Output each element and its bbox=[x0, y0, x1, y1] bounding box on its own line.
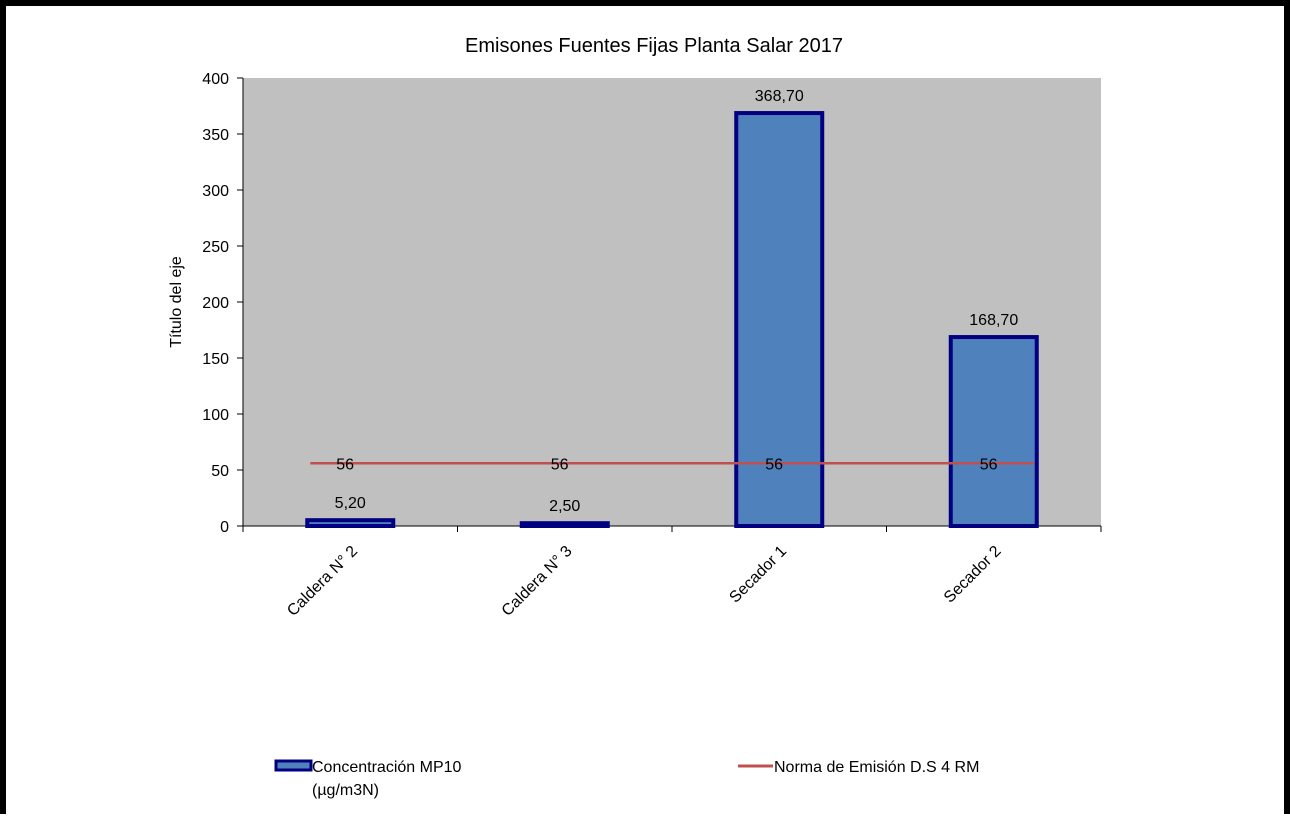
bar-data-label: 2,50 bbox=[549, 498, 580, 515]
y-tick-label: 100 bbox=[202, 407, 229, 424]
y-axis-label: Título del eje bbox=[168, 256, 185, 348]
legend-line-label: Norma de Emisión D.S 4 RM bbox=[774, 759, 979, 776]
legend-bar-swatch bbox=[274, 759, 313, 772]
x-tick-label: Caldera N° 2 bbox=[284, 543, 361, 620]
line-data-label: 56 bbox=[336, 456, 354, 473]
y-tick-label: 300 bbox=[202, 183, 229, 200]
chart-title: Emisones Fuentes Fijas Planta Salar 2017 bbox=[465, 35, 843, 57]
y-tick-label: 350 bbox=[202, 127, 229, 144]
legend: Concentración MP10 (µg/m3N) Norma de Emi… bbox=[274, 759, 979, 799]
bar bbox=[305, 518, 396, 529]
y-tick-label: 200 bbox=[202, 295, 229, 312]
y-tick-label: 250 bbox=[202, 239, 229, 256]
y-tick-label: 150 bbox=[202, 351, 229, 368]
line-data-label: 56 bbox=[551, 456, 569, 473]
y-tick-label: 400 bbox=[202, 71, 229, 88]
line-data-label: 56 bbox=[980, 456, 998, 473]
line-data-labels: 56 56 56 56 bbox=[336, 456, 997, 473]
y-tick-label: 50 bbox=[211, 463, 229, 480]
x-axis: Caldera N° 2 Caldera N° 3 Secador 1 Secador… bbox=[242, 525, 1102, 620]
bar-data-label: 168,70 bbox=[969, 312, 1018, 329]
y-axis: 0 50 100 150 200 250 300 350 400 bbox=[202, 71, 244, 536]
x-tick-label: Caldera N° 3 bbox=[499, 543, 576, 620]
chart-svg: Emisones Fuentes Fijas Planta Salar 2017… bbox=[168, 35, 1102, 799]
y-tick-label: 0 bbox=[220, 519, 229, 536]
x-tick-label: Secador 1 bbox=[726, 543, 790, 607]
bar bbox=[519, 521, 610, 529]
bar bbox=[948, 335, 1039, 528]
bar-series bbox=[305, 111, 1039, 529]
bar-data-label: 5,20 bbox=[335, 495, 366, 512]
line-data-label: 56 bbox=[765, 456, 783, 473]
bar-data-label: 368,70 bbox=[755, 88, 804, 105]
x-tick-label: Secador 2 bbox=[941, 543, 1005, 607]
bar bbox=[734, 111, 825, 528]
legend-bar-label-line2: (µg/m3N) bbox=[312, 782, 379, 799]
legend-bar-label-line1: Concentración MP10 bbox=[312, 759, 462, 776]
bar-data-labels: 5,20 2,50 368,70 168,70 bbox=[335, 88, 1019, 515]
